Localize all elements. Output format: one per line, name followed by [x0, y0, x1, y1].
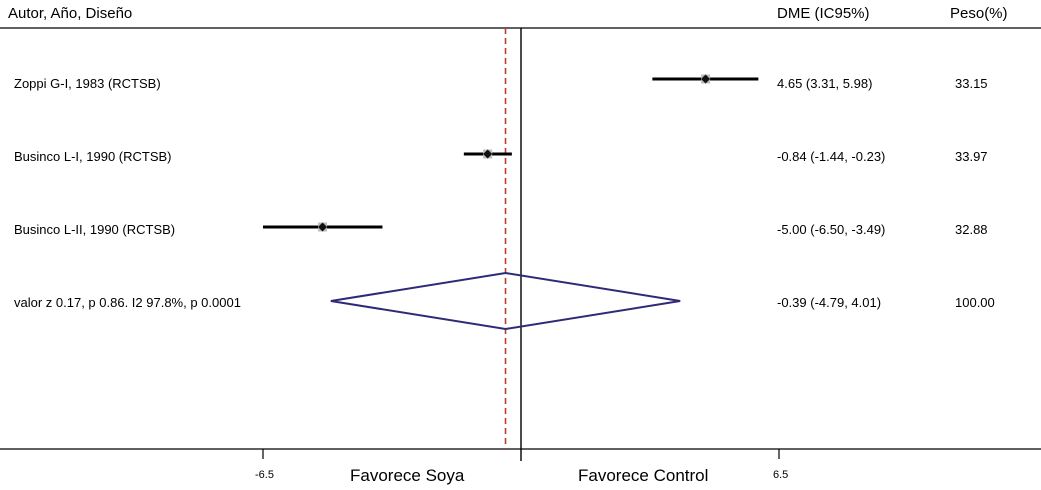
study-dme-2: -0.84 (-1.44, -0.23)	[777, 149, 886, 164]
favor-right-label: Favorece Control	[578, 466, 709, 485]
favor-left-label: Favorece Soya	[350, 466, 465, 485]
study-label-1: Zoppi G-I, 1983 (RCTSB)	[14, 76, 161, 91]
pooled-diamond	[330, 271, 681, 331]
study-peso-1: 33.15	[955, 76, 988, 91]
header-dme: DME (IC95%)	[777, 5, 870, 22]
study-label-3: Businco L-II, 1990 (RCTSB)	[14, 222, 176, 237]
study-peso-2: 33.97	[955, 149, 988, 164]
study-dme-1: 4.65 (3.31, 5.98)	[777, 76, 873, 91]
pooled-label: valor z 0.17, p 0.86. I2 97.8%, p 0.0001	[14, 295, 241, 310]
header-author: Autor, Año, Diseño	[8, 5, 133, 22]
study-label-2: Businco L-I, 1990 (RCTSB)	[14, 149, 172, 164]
x-tick-label-min: -6.5	[255, 469, 274, 481]
x-tick-label-max: 6.5	[773, 469, 789, 481]
pooled-dme: -0.39 (-4.79, 4.01)	[777, 295, 882, 310]
header-peso: Peso(%)	[950, 5, 1008, 22]
study-dme-3: -5.00 (-6.50, -3.49)	[777, 222, 886, 237]
point-estimate-1	[701, 74, 711, 84]
study-peso-3: 32.88	[955, 222, 988, 237]
point-estimate-3	[318, 222, 328, 232]
point-estimate-2	[483, 149, 493, 159]
pooled-peso: 100.00	[955, 295, 995, 310]
